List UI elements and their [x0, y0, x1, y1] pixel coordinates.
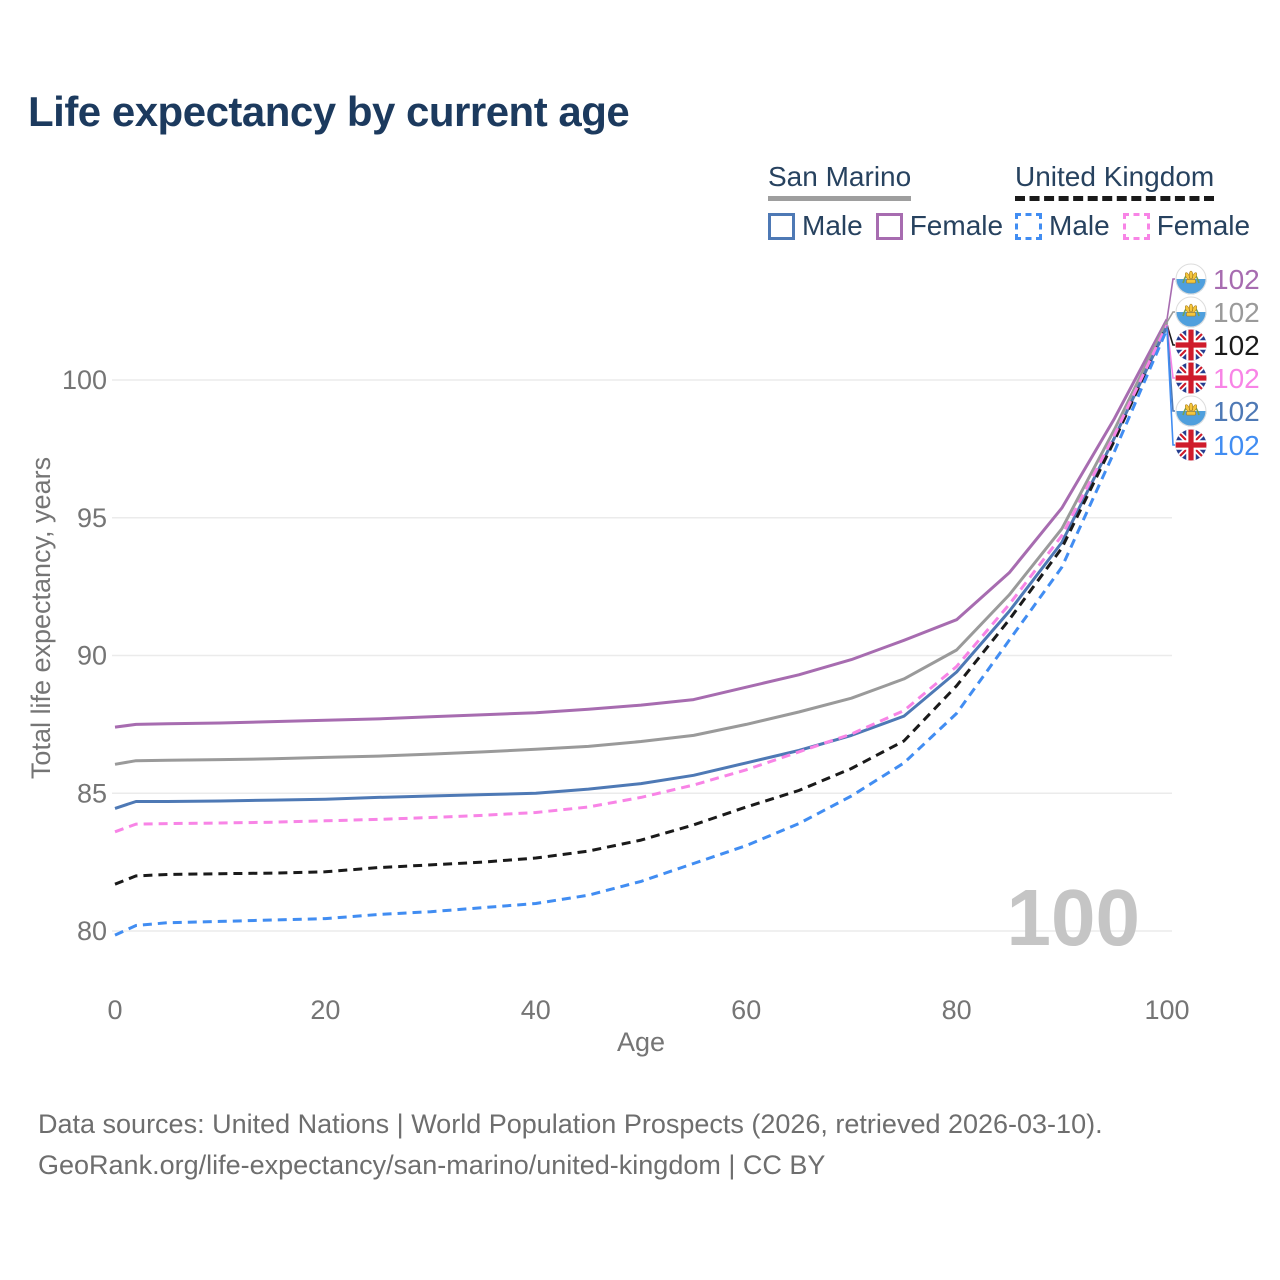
- x-tick-20: 20: [310, 995, 340, 1025]
- legend-label-united-kingdom-female: Female: [1156, 210, 1251, 241]
- end-label-connector: [1166, 311, 1175, 323]
- end-label-connector: [1166, 328, 1175, 446]
- legend-label-san-marino-female: Female: [909, 210, 1004, 241]
- united-kingdom-flag-icon: [1175, 329, 1207, 361]
- end-label-connector: [1166, 324, 1175, 379]
- y-axis-title: Total life expectancy, years: [26, 457, 56, 779]
- legend-item-san-marino-female[interactable]: Female: [875, 210, 1004, 242]
- end-label-connector: [1166, 324, 1175, 346]
- legend-swatch-united-kingdom-female: [1122, 212, 1150, 240]
- y-tick-80: 80: [77, 916, 107, 946]
- series-line-united-kingdom-all[interactable]: [114, 324, 1169, 886]
- series-line-san-marino-all[interactable]: [114, 321, 1169, 766]
- legend-group-united-kingdom: United Kingdom Male Female: [1015, 161, 1250, 242]
- legend-label-united-kingdom-male: Male: [1049, 210, 1110, 241]
- legend-item-united-kingdom-female[interactable]: Female: [1122, 210, 1251, 242]
- legend-header-san-marino[interactable]: San Marino: [768, 161, 912, 201]
- legend-items-united-kingdom: Male Female: [1015, 210, 1250, 242]
- x-tick-100: 100: [1144, 995, 1189, 1025]
- end-value-label-san-marino-male: 102: [1213, 396, 1260, 427]
- page-title: Life expectancy by current age: [28, 88, 630, 135]
- series-line-united-kingdom-female[interactable]: [114, 324, 1169, 834]
- san-marino-flag-icon: [1175, 395, 1207, 427]
- end-value-label-united-kingdom-male: 102: [1213, 430, 1260, 461]
- x-tick-40: 40: [521, 995, 551, 1025]
- end-value-label-san-marino-female: 102: [1213, 264, 1260, 295]
- legend-swatch-united-kingdom-male: [1015, 212, 1042, 240]
- series-line-san-marino-female[interactable]: [114, 318, 1169, 729]
- x-tick-60: 60: [731, 995, 761, 1025]
- legend-swatch-san-marino-male: [768, 212, 795, 240]
- x-tick-80: 80: [942, 995, 972, 1025]
- hover-age-watermark: 100: [1007, 873, 1140, 962]
- y-tick-100: 100: [62, 365, 107, 395]
- footer-attribution-line: GeoRank.org/life-expectancy/san-marino/u…: [38, 1150, 826, 1180]
- series-line-united-kingdom-male[interactable]: [114, 328, 1169, 937]
- united-kingdom-flag-icon: [1175, 429, 1207, 461]
- legend-header-united-kingdom[interactable]: United Kingdom: [1015, 161, 1215, 201]
- x-tick-0: 0: [107, 995, 122, 1025]
- y-tick-90: 90: [77, 641, 107, 671]
- legend-swatch-san-marino-female: [875, 212, 903, 240]
- legend-item-united-kingdom-male[interactable]: Male: [1015, 210, 1110, 242]
- san-marino-flag-icon: [1175, 263, 1207, 295]
- end-value-label-san-marino-all: 102: [1213, 297, 1260, 328]
- x-axis-title: Age: [617, 1027, 665, 1057]
- footer-sources-line: Data sources: United Nations | World Pop…: [38, 1109, 1103, 1139]
- series-line-san-marino-male[interactable]: [114, 325, 1169, 810]
- end-label-connector: [1166, 278, 1175, 320]
- y-tick-85: 85: [77, 778, 107, 808]
- y-tick-95: 95: [77, 503, 107, 533]
- legend-group-san-marino: San Marino Male Female: [768, 161, 1003, 242]
- san-marino-flag-icon: [1175, 296, 1207, 328]
- end-value-label-united-kingdom-all: 102: [1213, 330, 1260, 361]
- legend-item-san-marino-male[interactable]: Male: [768, 210, 863, 242]
- legend-label-san-marino-male: Male: [802, 210, 863, 241]
- end-value-label-united-kingdom-female: 102: [1213, 363, 1260, 394]
- united-kingdom-flag-icon: [1175, 362, 1207, 394]
- chart-footer: Data sources: United Nations | World Pop…: [38, 1104, 1103, 1186]
- legend-items-san-marino: Male Female: [768, 210, 1003, 242]
